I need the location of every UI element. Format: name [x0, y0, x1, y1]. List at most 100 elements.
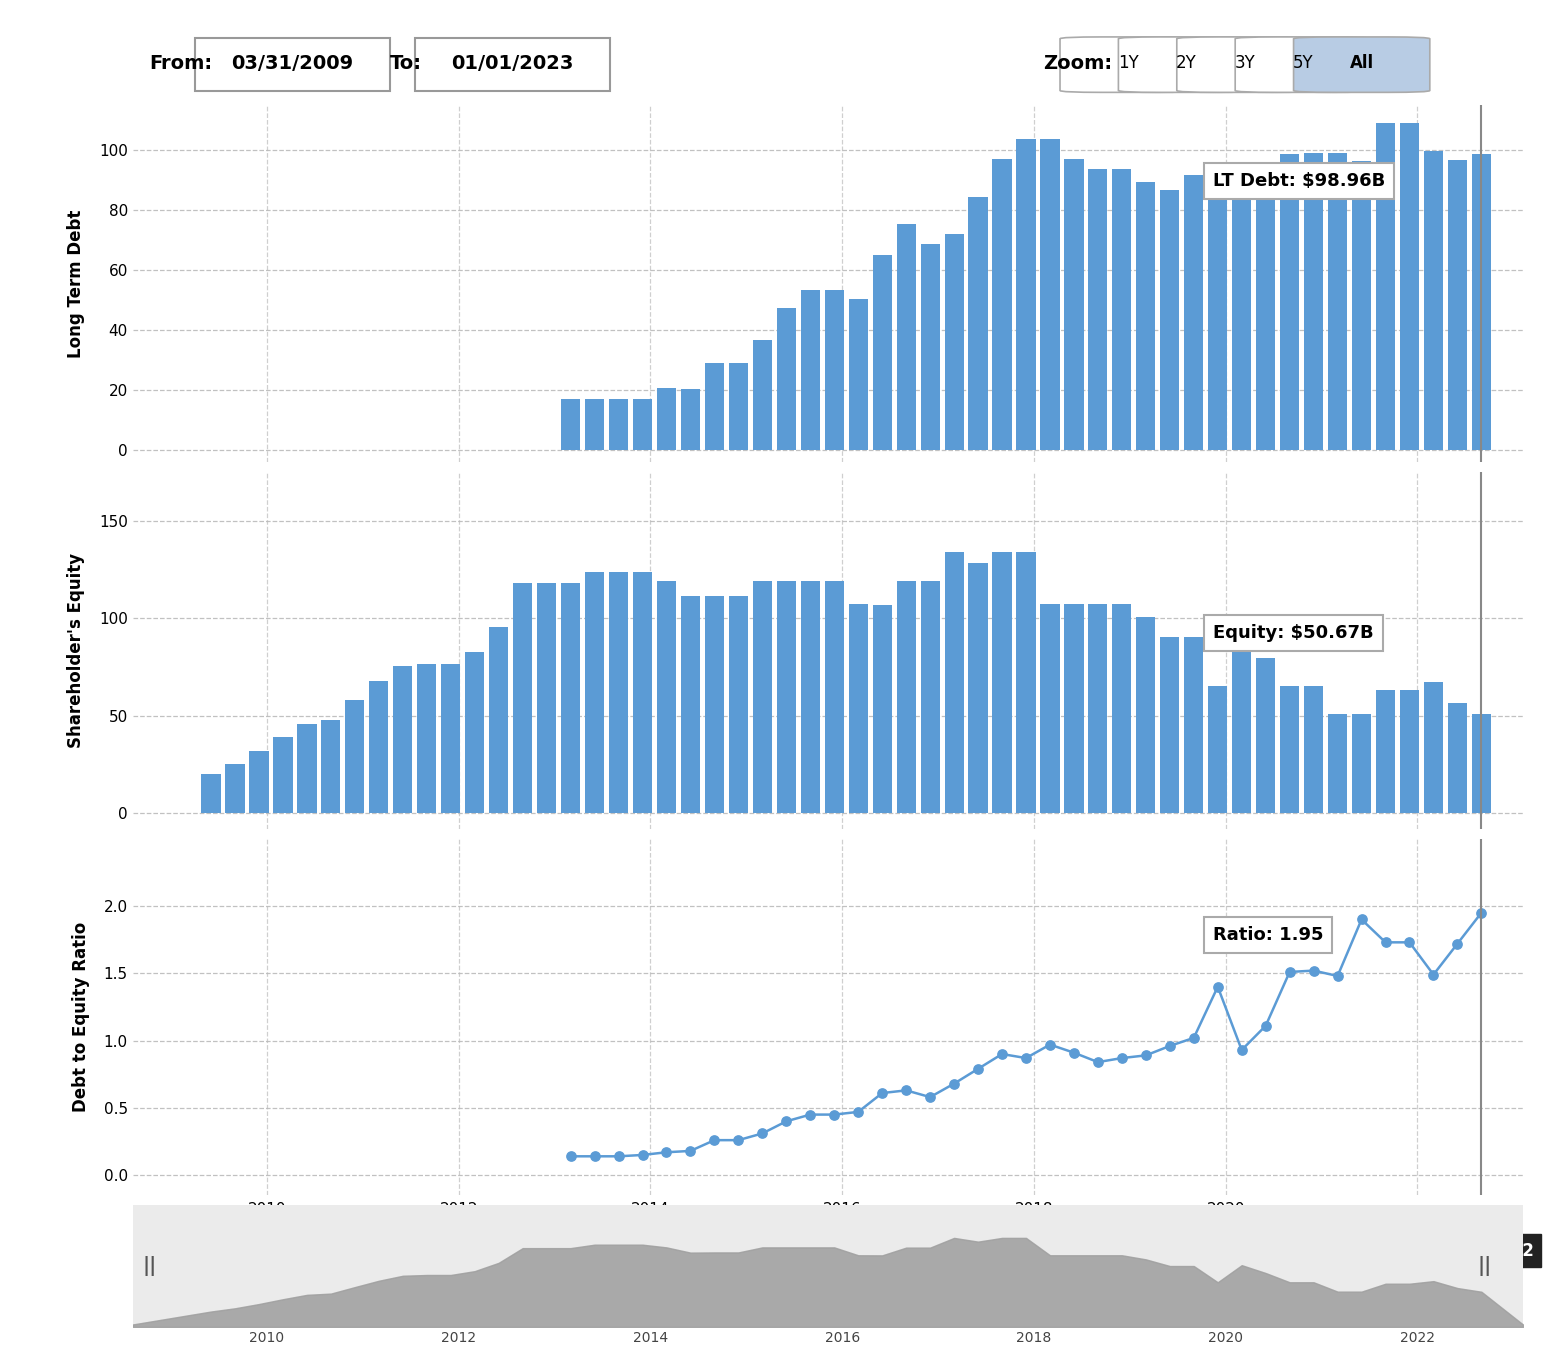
Bar — [1112, 604, 1131, 814]
Bar — [250, 751, 269, 814]
Bar — [1089, 604, 1107, 814]
Bar — [729, 596, 748, 814]
Bar — [1136, 616, 1156, 814]
Text: Zoom:: Zoom: — [1043, 54, 1112, 73]
Bar — [945, 234, 964, 450]
Point — [583, 1145, 608, 1167]
Bar — [1353, 714, 1371, 814]
Bar — [440, 663, 461, 814]
Point — [1325, 965, 1350, 987]
Bar — [1064, 158, 1084, 450]
Text: 03/31/2009: 03/31/2009 — [231, 54, 353, 73]
Text: From:: From: — [150, 54, 212, 73]
Text: Equity: $50.67B: Equity: $50.67B — [1214, 624, 1373, 642]
FancyBboxPatch shape — [1293, 37, 1429, 92]
Bar — [825, 581, 843, 814]
FancyBboxPatch shape — [195, 38, 390, 91]
Bar — [1040, 139, 1059, 450]
Bar — [681, 596, 700, 814]
Bar — [1400, 123, 1420, 450]
Point — [558, 1145, 583, 1167]
Text: To:: To: — [390, 54, 422, 73]
Point — [1373, 932, 1398, 953]
Bar — [345, 700, 364, 814]
Point — [750, 1122, 775, 1144]
FancyBboxPatch shape — [1176, 37, 1314, 92]
Bar — [801, 290, 820, 450]
Point — [1468, 902, 1493, 923]
Text: Ratio: 1.95: Ratio: 1.95 — [1214, 926, 1323, 944]
Point — [1421, 964, 1446, 986]
Y-axis label: Long Term Debt: Long Term Debt — [67, 210, 86, 357]
Bar — [1328, 153, 1346, 450]
Point — [1253, 1016, 1278, 1037]
Bar — [1304, 685, 1323, 814]
FancyBboxPatch shape — [1118, 37, 1254, 92]
Bar — [1136, 181, 1156, 450]
Text: 1Y: 1Y — [1118, 54, 1139, 72]
Text: 2Y: 2Y — [1176, 54, 1196, 72]
Point — [917, 1086, 942, 1108]
Point — [990, 1043, 1015, 1064]
Bar — [992, 158, 1012, 450]
Bar — [633, 573, 651, 814]
Bar — [273, 737, 292, 814]
Point — [1350, 909, 1375, 930]
Bar — [776, 307, 797, 450]
Bar — [704, 596, 725, 814]
Bar — [201, 774, 220, 814]
Bar — [489, 627, 508, 814]
Bar — [704, 363, 725, 450]
Bar — [753, 340, 772, 450]
Bar — [1232, 634, 1251, 814]
Bar — [1161, 636, 1179, 814]
Point — [629, 1144, 654, 1166]
Bar — [1089, 169, 1107, 450]
Bar — [1448, 160, 1467, 450]
Bar — [1448, 703, 1467, 814]
Point — [870, 1082, 895, 1104]
Bar — [992, 552, 1012, 814]
Bar — [1207, 685, 1228, 814]
Bar — [1281, 685, 1300, 814]
Point — [701, 1129, 726, 1151]
Bar — [609, 573, 628, 814]
Bar — [873, 255, 892, 450]
Point — [654, 1141, 679, 1163]
Y-axis label: Shareholder's Equity: Shareholder's Equity — [67, 552, 86, 747]
Bar — [1376, 123, 1395, 450]
Bar — [1232, 194, 1251, 450]
Bar — [968, 196, 987, 450]
Bar — [729, 363, 748, 450]
Bar — [561, 582, 580, 814]
Bar — [633, 398, 651, 450]
Point — [1229, 1039, 1254, 1060]
Text: ||: || — [142, 1257, 158, 1275]
Point — [1396, 932, 1421, 953]
Bar — [1040, 604, 1059, 814]
Bar — [1425, 152, 1443, 450]
Bar — [658, 389, 676, 450]
Point — [1062, 1041, 1087, 1063]
Bar — [1304, 153, 1323, 450]
Bar — [1184, 175, 1203, 450]
Bar — [1281, 154, 1300, 450]
Bar — [586, 573, 604, 814]
Bar — [297, 724, 317, 814]
Bar — [776, 581, 797, 814]
Bar — [1471, 715, 1492, 814]
Bar — [537, 582, 556, 814]
Point — [1086, 1051, 1111, 1072]
Bar — [465, 653, 484, 814]
Point — [893, 1079, 918, 1101]
Bar — [586, 399, 604, 450]
Bar — [1425, 682, 1443, 814]
FancyBboxPatch shape — [415, 38, 609, 91]
Point — [1301, 960, 1326, 982]
Text: 09/30/2022: 09/30/2022 — [1429, 1242, 1534, 1259]
Point — [773, 1110, 798, 1132]
Bar — [1184, 636, 1203, 814]
Bar — [1471, 153, 1492, 450]
Bar — [1400, 691, 1420, 814]
Point — [1445, 933, 1470, 955]
